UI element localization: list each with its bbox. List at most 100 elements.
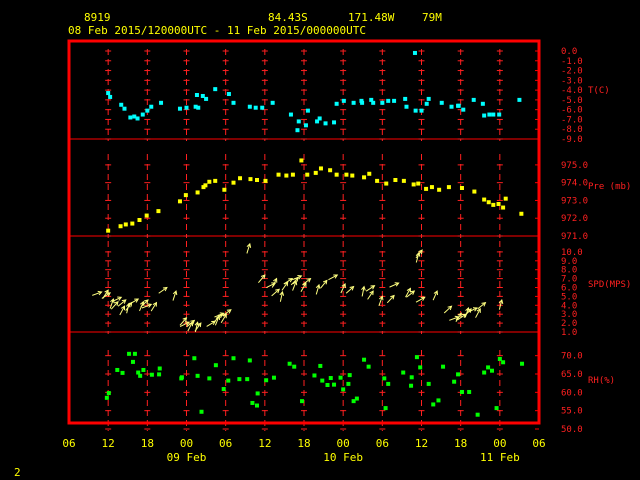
wind-arrow-head <box>472 307 478 312</box>
wind-arrow <box>292 281 297 291</box>
pressure-point <box>344 172 349 177</box>
y-tick-label: 975.0 <box>561 161 588 171</box>
y-tick-label: 972.0 <box>561 214 588 224</box>
temperature-point <box>260 105 265 110</box>
x-tick-label: 06 <box>532 437 545 450</box>
pressure-point <box>362 175 367 180</box>
humidity-point <box>383 406 388 411</box>
wind-arrow <box>365 285 375 292</box>
wind-arrow-head <box>288 278 294 283</box>
humidity-point <box>255 403 259 408</box>
temperature-point <box>317 116 322 121</box>
y-tick-label: 55.0 <box>561 407 583 417</box>
humidity-point <box>207 376 212 381</box>
humidity-point <box>362 357 367 362</box>
wind-arrow <box>475 308 481 318</box>
temperature-point <box>480 101 485 106</box>
temperature-point <box>497 112 502 117</box>
wind-arrow-head <box>447 305 453 311</box>
wind-arrow <box>258 274 266 284</box>
wind-arrow-head <box>147 303 153 308</box>
wind-arrow-head <box>457 312 462 318</box>
humidity-point <box>300 399 305 404</box>
wind-arrow-head <box>361 285 366 291</box>
pressure-point <box>130 221 135 226</box>
y-tick-label: 5.0 <box>561 292 577 302</box>
wind-arrow <box>271 288 280 297</box>
humidity-point <box>130 359 135 364</box>
wind-arrow <box>150 302 157 312</box>
y-tick-label: 70.0 <box>561 352 583 362</box>
pressure-point <box>299 158 304 163</box>
pressure-point <box>367 171 372 176</box>
temperature-point <box>296 119 301 124</box>
temperature-point <box>456 103 461 108</box>
temperature-point <box>315 119 320 124</box>
pressure-point <box>424 186 429 191</box>
humidity-point <box>221 387 226 392</box>
wind-arrow <box>172 290 177 301</box>
pressure-point <box>290 172 295 177</box>
temperature-point <box>403 96 408 101</box>
wind-arrow-head <box>498 298 504 304</box>
y-tick-label: 10.0 <box>561 248 583 258</box>
y-tick-label: 3.0 <box>561 310 577 320</box>
temperature-point <box>517 97 522 102</box>
temperature-point <box>226 92 231 97</box>
pressure-point <box>459 186 464 190</box>
temperature-point <box>419 108 424 113</box>
x-tick-label: 12 <box>415 437 428 450</box>
temperature-point <box>288 112 293 117</box>
humidity-point <box>366 364 371 369</box>
temperature-point <box>253 105 258 110</box>
pressure-point <box>123 222 128 227</box>
x-tick-label: 18 <box>141 437 154 450</box>
pressure-point <box>313 170 318 175</box>
humidity-point <box>346 381 351 386</box>
humidity-point <box>320 378 325 383</box>
wind-arrow-head <box>182 316 188 322</box>
wind-arrow <box>179 321 190 328</box>
pressure-point <box>263 178 268 183</box>
humidity-point <box>195 373 200 378</box>
temperature-point <box>200 93 205 98</box>
humidity-point <box>436 398 441 403</box>
wind-arrow-head <box>246 242 252 248</box>
x-tick-label: 00 <box>180 437 193 450</box>
humidity-point <box>482 370 487 375</box>
y-tick-label: 8.0 <box>561 266 577 276</box>
y-tick-label: 60.0 <box>561 388 583 398</box>
wind-arrow <box>283 278 293 285</box>
temperature-point <box>449 104 454 109</box>
wind-arrow-head <box>190 319 196 325</box>
humidity-point <box>456 372 461 377</box>
temperature-point <box>140 112 145 117</box>
humidity-point <box>459 389 464 394</box>
temperature-point <box>128 115 133 120</box>
x-date-label: 09 Feb <box>167 451 207 464</box>
humidity-point <box>179 375 184 380</box>
temperature-point <box>247 104 252 109</box>
pressure-point <box>501 205 506 210</box>
pressure-point <box>482 197 487 202</box>
wind-arrow-head <box>117 296 123 301</box>
temperature-point <box>351 100 356 105</box>
pressure-point <box>496 202 501 206</box>
wind-arrow-head <box>226 309 232 314</box>
wind-arrow <box>194 322 202 332</box>
wind-arrow <box>187 321 193 332</box>
y-tick-label: 6.0 <box>561 284 577 294</box>
pressure-point <box>144 213 149 218</box>
temperature-point <box>119 102 124 107</box>
humidity-point <box>104 395 109 400</box>
wind-arrow <box>186 320 195 328</box>
y-tick-label: -8.0 <box>561 125 583 135</box>
wind-arrow <box>432 290 438 301</box>
wind-arrow-head <box>97 290 103 296</box>
temperature-point <box>159 100 164 105</box>
humidity-point <box>325 383 330 387</box>
humidity-point <box>452 379 457 384</box>
wind-arrow-head <box>410 290 416 295</box>
humidity-point <box>149 372 154 377</box>
humidity-point <box>467 389 472 394</box>
